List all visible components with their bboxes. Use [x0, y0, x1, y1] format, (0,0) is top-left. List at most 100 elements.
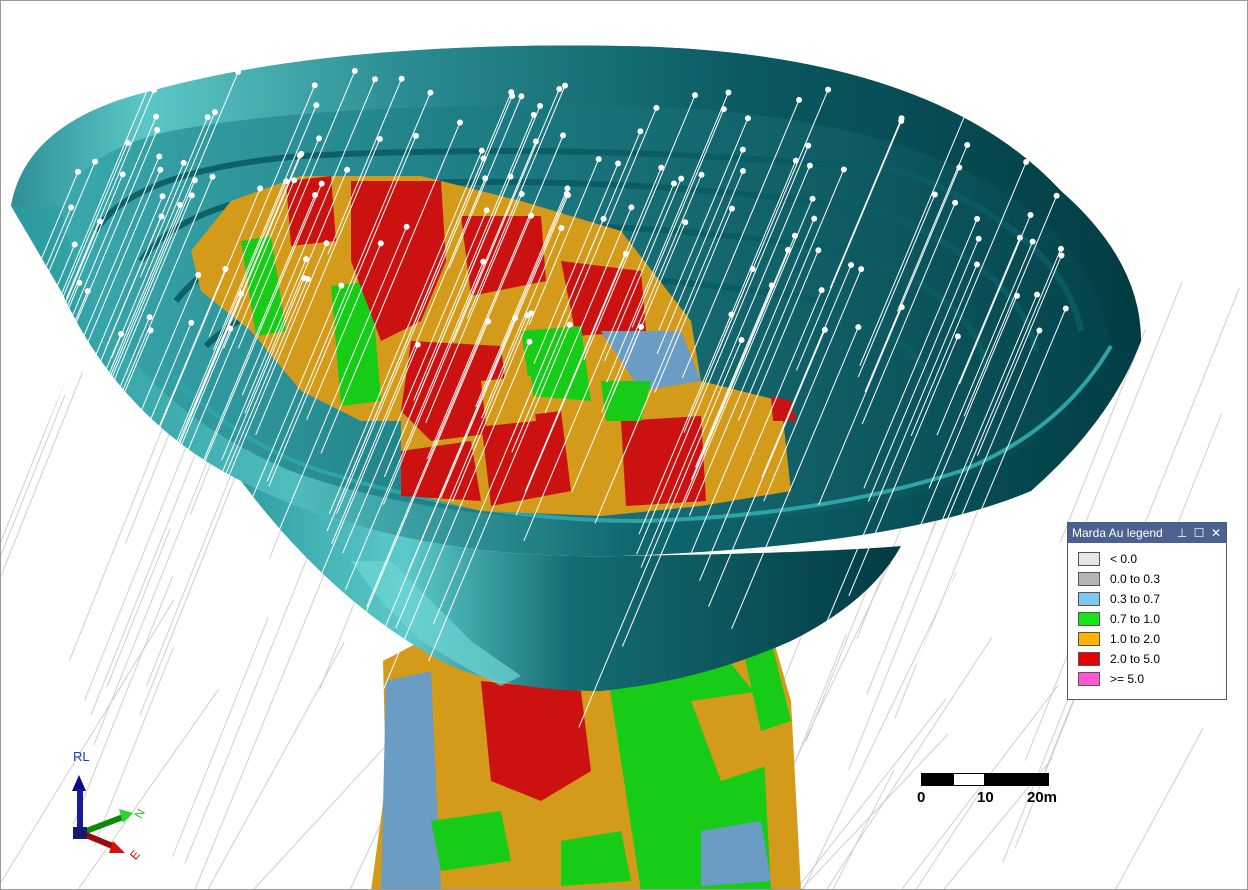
drillhole-collar: [1029, 238, 1036, 245]
drillhole-trace: [37, 180, 196, 556]
drillhole-trace: [383, 176, 512, 478]
drillhole-collar: [956, 164, 963, 171]
legend-titlebar[interactable]: Marda Au legend ⊥ ☐ ✕: [1068, 523, 1226, 543]
drillhole-trace: [189, 155, 301, 417]
drillhole-trace: [863, 218, 978, 489]
drillhole-trace: [241, 79, 376, 396]
drillhole-trace: [344, 261, 484, 591]
drillhole-trace: [53, 196, 163, 456]
drillhole-trace: [95, 328, 231, 650]
background-drillhole: [1, 382, 65, 543]
pin-icon[interactable]: ⊥: [1176, 526, 1188, 540]
drillhole-collar: [377, 240, 384, 247]
drillhole-trace: [699, 289, 823, 581]
drillhole-collar: [840, 166, 847, 173]
legend-item: 0.3 to 0.7: [1078, 589, 1226, 609]
drillhole-collar: [71, 341, 78, 348]
drillhole-collar: [653, 104, 660, 111]
drillhole-collar: [318, 180, 325, 187]
drillhole-collar: [815, 247, 822, 254]
drillhole-collar: [1033, 291, 1040, 298]
drillhole-trace: [690, 250, 819, 555]
drillhole-trace: [658, 118, 749, 331]
drillhole-collar: [68, 204, 75, 211]
drillhole-trace: [1, 161, 96, 387]
drillhole-collar: [628, 204, 635, 211]
background-drillhole: [803, 572, 957, 889]
drillhole-trace: [859, 100, 972, 366]
drillhole-collar: [188, 192, 195, 199]
legend-swatch: [1078, 672, 1100, 686]
background-drillhole: [207, 641, 345, 889]
drillhole-collar: [739, 146, 746, 153]
scale-bar: 0 10 20m: [915, 769, 1075, 819]
drillhole-trace: [342, 210, 488, 554]
legend-item: 2.0 to 5.0: [1078, 649, 1226, 669]
drillhole-collar: [898, 117, 905, 124]
east-axis-arrowhead: [109, 841, 125, 853]
background-drillhole: [1115, 727, 1204, 889]
drillhole-collar: [146, 314, 153, 321]
drillhole-collar: [222, 265, 229, 272]
drillhole-trace: [255, 138, 381, 435]
background-drillhole: [194, 563, 329, 889]
drillhole-collar: [562, 82, 569, 89]
drillhole-trace: [681, 99, 800, 378]
drillhole-collar: [159, 193, 166, 200]
drillhole-collar: [235, 68, 242, 75]
drillhole-trace: [413, 114, 535, 401]
drillhole-trace: [902, 248, 1062, 625]
drillhole-trace: [695, 285, 773, 468]
drillhole-collar: [638, 323, 645, 330]
drillhole-trace: [578, 339, 743, 728]
drillhole-collar: [403, 223, 410, 230]
drillhole-trace: [636, 145, 809, 555]
drillhole-collar: [670, 180, 677, 187]
close-icon[interactable]: ✕: [1210, 526, 1222, 540]
drillhole-collar: [211, 109, 218, 116]
drillhole-collar: [153, 113, 160, 120]
background-drillhole: [1, 394, 66, 557]
legend-item: >= 5.0: [1078, 669, 1226, 689]
drillhole-trace: [523, 183, 675, 541]
drillhole-collar: [311, 82, 318, 89]
drillhole-trace: [179, 285, 342, 670]
legend-panel[interactable]: Marda Au legend ⊥ ☐ ✕ < 0.0 0.0 to 0.3 0.3…: [1067, 522, 1227, 700]
drillhole-collar: [692, 92, 699, 99]
drillhole-trace: [656, 149, 744, 355]
drillhole-trace: [395, 315, 528, 629]
drillhole-collar: [637, 128, 644, 135]
drillhole-trace: [963, 195, 1058, 417]
drillhole-collar: [427, 89, 434, 96]
drillhole-collar: [678, 175, 685, 182]
drillhole-trace: [654, 208, 733, 393]
drillhole-collar: [728, 205, 735, 212]
drillhole-trace: [198, 183, 323, 477]
drillhole-trace: [916, 308, 1067, 665]
drillhole-collar: [92, 158, 99, 165]
drillhole-trace: [848, 336, 959, 597]
drillhole-collar: [195, 271, 202, 278]
drillhole-collar: [84, 288, 91, 295]
axes-origin: [73, 827, 87, 839]
maximize-icon[interactable]: ☐: [1193, 526, 1205, 540]
drillhole-trace: [829, 118, 903, 289]
drillhole-trace: [818, 306, 903, 506]
drillhole-trace: [132, 188, 261, 492]
drillhole-collar: [954, 333, 961, 340]
drillhole-trace: [37, 274, 199, 657]
drillhole-trace: [452, 88, 560, 342]
background-drillhole: [1, 599, 175, 884]
drillhole-trace: [67, 216, 162, 439]
drillhole-trace: [78, 71, 239, 451]
drillhole-trace: [864, 167, 960, 393]
drillhole-collar: [791, 232, 798, 239]
drillhole-collar: [973, 261, 980, 268]
drillhole-trace: [425, 193, 523, 423]
drillhole-collar: [739, 168, 746, 175]
background-drillhole: [84, 407, 203, 701]
legend-item-label: 0.0 to 0.3: [1110, 572, 1161, 586]
drillhole-trace: [320, 122, 461, 454]
